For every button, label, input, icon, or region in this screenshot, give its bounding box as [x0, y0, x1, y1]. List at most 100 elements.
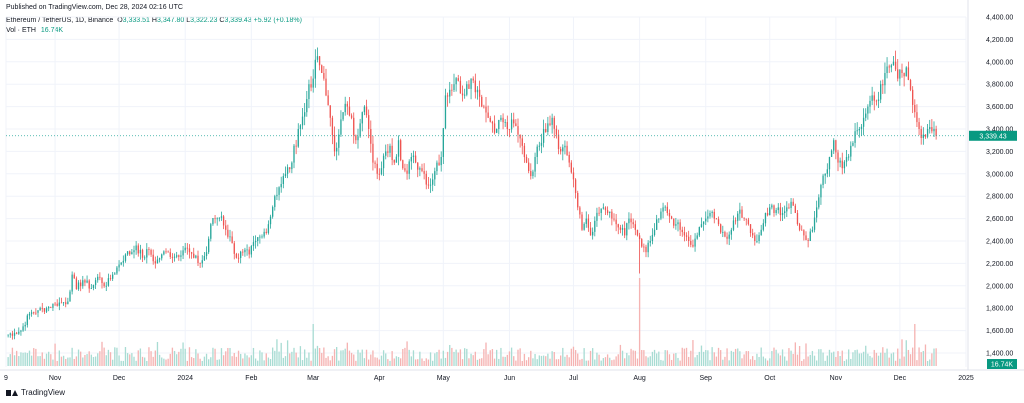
volume-bar	[210, 357, 212, 366]
volume-bar	[107, 349, 110, 366]
candle-body	[225, 225, 227, 230]
candle-body	[553, 117, 555, 129]
volume-bar	[331, 355, 334, 366]
candle-body	[470, 78, 472, 89]
candle-body	[466, 84, 468, 95]
candle-body	[391, 145, 393, 160]
tradingview-brand: TradingView	[21, 388, 66, 397]
volume-bar	[852, 352, 854, 366]
tradingview-footer[interactable]: TradingView	[6, 388, 65, 397]
volume-bar	[470, 353, 472, 366]
candle-body	[926, 129, 929, 137]
candle-body	[594, 220, 596, 232]
candle-body	[562, 147, 564, 152]
volume-bar	[124, 347, 127, 366]
volume-bar	[649, 356, 651, 366]
volume-bar	[216, 359, 218, 366]
volume-bar	[662, 360, 664, 366]
volume-bar	[581, 358, 583, 366]
candle-body	[163, 251, 165, 255]
symbol-title[interactable]: Ethereum / TetherUS, 1D, Binance	[6, 17, 114, 24]
volume-bar	[901, 339, 903, 366]
x-tick-label: May	[437, 375, 451, 382]
volume-bar	[116, 347, 118, 366]
volume-bar	[924, 344, 927, 366]
volume-bar	[833, 351, 835, 366]
volume-bar	[679, 360, 681, 366]
candle-body	[858, 129, 860, 131]
volume-bar	[329, 360, 331, 366]
volume-bar	[220, 348, 223, 366]
volume-bar	[163, 358, 165, 366]
volume-bar	[604, 357, 607, 366]
candle-body	[828, 157, 831, 170]
candle-body	[254, 241, 257, 243]
volume-bar	[867, 353, 869, 366]
volume-bar	[184, 348, 186, 366]
volume-bar	[632, 350, 634, 366]
volume-bar	[86, 354, 88, 366]
volume-bar	[726, 348, 728, 366]
volume-bar	[643, 350, 645, 366]
ohlc-value-h: 3,347.80	[156, 17, 185, 24]
volume-bar	[318, 348, 321, 366]
volume-bar	[350, 352, 353, 366]
volume-bar	[404, 347, 406, 366]
volume-bar	[598, 354, 600, 366]
volume-label[interactable]: Vol · ETH	[6, 27, 36, 34]
x-tick-label: 2024	[177, 375, 193, 382]
volume-bar	[423, 360, 425, 366]
volume-bar	[457, 352, 459, 366]
candle-body	[438, 162, 440, 166]
candle-body	[278, 187, 280, 195]
volume-bar	[779, 355, 782, 366]
candle-body	[201, 260, 203, 264]
candle-body	[178, 255, 180, 257]
volume-bar	[698, 351, 700, 366]
x-tick-label: Nov	[49, 375, 62, 382]
volume-bar	[474, 351, 476, 366]
volume-bar	[609, 357, 611, 366]
volume-bar	[734, 348, 737, 366]
candle-body	[835, 140, 837, 153]
volume-bar	[30, 355, 33, 366]
candle-body	[547, 123, 549, 132]
volume-bar	[37, 356, 39, 366]
candle-body	[436, 162, 438, 172]
volume-bar	[459, 349, 462, 366]
candle-body	[71, 274, 73, 292]
volume-bar	[291, 351, 293, 366]
volume-bar	[137, 350, 139, 366]
candle-body	[845, 157, 848, 162]
candle-body	[259, 236, 261, 238]
volume-bar	[739, 351, 741, 366]
volume-bar	[611, 360, 613, 366]
volume-bar	[148, 347, 150, 366]
volume-bar	[880, 352, 882, 366]
volume-bar	[899, 358, 901, 366]
candle-body	[924, 134, 927, 137]
volume-bar	[681, 347, 683, 366]
candle-body	[854, 131, 856, 143]
volume-bar	[498, 358, 500, 366]
volume-bar	[856, 349, 858, 366]
volume-bar	[141, 356, 144, 366]
candle-body	[707, 216, 709, 219]
candle-body	[677, 222, 679, 225]
candle-body	[378, 173, 380, 175]
candle-body	[749, 224, 752, 234]
candle-body	[788, 207, 790, 209]
candle-body	[651, 234, 654, 241]
candle-body	[457, 78, 459, 81]
candle-body	[935, 128, 937, 136]
candle-body	[724, 232, 726, 237]
candle-body	[592, 231, 594, 236]
candle-body	[476, 89, 479, 93]
candle-body	[444, 95, 447, 129]
volume-bar	[862, 351, 865, 366]
volume-bar	[489, 350, 491, 366]
candle-body	[77, 282, 80, 290]
candle-body	[730, 229, 732, 235]
candle-body	[619, 227, 622, 230]
